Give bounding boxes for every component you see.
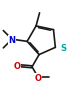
Text: N: N — [8, 36, 15, 45]
Text: S: S — [60, 44, 66, 53]
Text: O: O — [13, 62, 20, 71]
Text: O: O — [34, 74, 41, 83]
